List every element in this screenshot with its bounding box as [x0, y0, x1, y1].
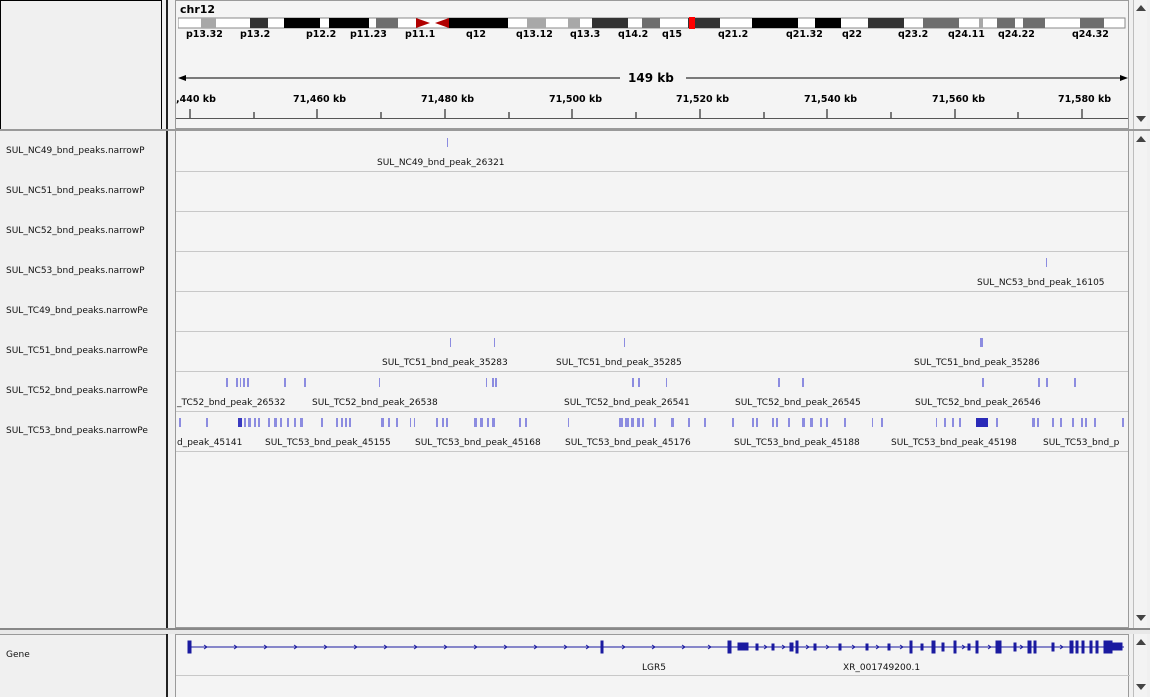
ruler-tick-label: 71,500 kb	[549, 94, 603, 105]
peak-mark[interactable]	[494, 338, 495, 347]
track-name-nc51[interactable]: SUL_NC51_bnd_peaks.narrowP	[6, 186, 145, 196]
track-name-tc51[interactable]: SUL_TC51_bnd_peaks.narrowPe	[6, 346, 148, 356]
gene-label-xr: XR_001749200.1	[843, 663, 921, 673]
gene-scrollbar[interactable]	[1133, 634, 1147, 697]
cytoband-label: q14.2	[618, 29, 649, 40]
peak-label: SUL_TC51_bnd_peak_35286	[914, 358, 1040, 368]
ruler-tick-label: ,440 kb	[176, 94, 216, 105]
header-name-panel	[0, 0, 162, 130]
current-region-marker	[689, 17, 695, 29]
peak-label: SUL_TC52_bnd_peak_26545	[735, 398, 861, 408]
peak-label: _TC52_bnd_peak_26532	[177, 398, 286, 408]
peak-label: SUL_TC53_bnd_peak_45155	[265, 438, 391, 448]
gene-panel[interactable]: LGR5 XR_001749200.1	[175, 634, 1130, 697]
cytoband-label: q24.11	[948, 29, 985, 40]
peak-label: SUL_TC51_bnd_peak_35285	[556, 358, 682, 368]
data-separator	[0, 628, 1150, 630]
cytoband-label: q24.32	[1072, 29, 1109, 40]
peak-mark[interactable]	[1046, 258, 1047, 267]
ruler-tick-label: 71,540 kb	[804, 94, 858, 105]
peak-mark[interactable]	[624, 338, 625, 347]
ideogram[interactable]	[178, 17, 1128, 29]
peak-marks-tc53[interactable]	[176, 418, 1128, 427]
cytoband-label: p13.2	[240, 29, 271, 40]
ruler-tick-label: 71,480 kb	[421, 94, 475, 105]
peak-label: SUL_NC49_bnd_peak_26321	[377, 158, 505, 168]
peak-label: SUL_TC52_bnd_peak_26541	[564, 398, 690, 408]
cytoband-label: p13.32	[186, 29, 223, 40]
peak-label: SUL_TC53_bnd_p	[1043, 438, 1120, 448]
track-name-panel: SUL_NC49_bnd_peaks.narrowP SUL_NC51_bnd_…	[0, 131, 166, 628]
track-name-tc53[interactable]: SUL_TC53_bnd_peaks.narrowPe	[6, 426, 148, 436]
span-label: 149 kb	[628, 71, 674, 85]
data-panel[interactable]: SUL_NC49_bnd_peak_26321 SUL_NC53_bnd_pea…	[175, 131, 1129, 628]
chromosome-label: chr12	[180, 3, 216, 16]
gene-model[interactable]	[176, 637, 1130, 659]
peak-label: SUL_TC53_bnd_peak_45198	[891, 438, 1017, 448]
gene-name-panel: Gene	[0, 634, 166, 697]
triangle-up-icon[interactable]	[1136, 5, 1146, 11]
triangle-up-icon[interactable]	[1136, 639, 1146, 645]
cytoband-label: p12.2	[306, 29, 337, 40]
cytoband-label: q15	[662, 29, 683, 40]
peak-label: SUL_TC52_bnd_peak_26538	[312, 398, 438, 408]
track-name-nc53[interactable]: SUL_NC53_bnd_peaks.narrowP	[6, 266, 145, 276]
ruler-tick-label: 71,560 kb	[932, 94, 986, 105]
peak-label: SUL_TC53_bnd_peak_45188	[734, 438, 860, 448]
track-name-gene[interactable]: Gene	[6, 650, 30, 660]
triangle-down-icon[interactable]	[1136, 684, 1146, 690]
peak-label: d_peak_45141	[177, 438, 243, 448]
track-name-nc49[interactable]: SUL_NC49_bnd_peaks.narrowP	[6, 146, 145, 156]
header-separator	[0, 129, 1150, 131]
cytoband-label: q22	[842, 29, 863, 40]
header-scrollbar[interactable]	[1133, 0, 1147, 129]
peak-label: SUL_TC52_bnd_peak_26546	[915, 398, 1041, 408]
cytoband-label: q23.2	[898, 29, 929, 40]
cytoband-label: q24.22	[998, 29, 1035, 40]
triangle-up-icon[interactable]	[1136, 136, 1146, 142]
track-name-nc52[interactable]: SUL_NC52_bnd_peaks.narrowP	[6, 226, 145, 236]
panel-divider	[166, 0, 168, 697]
header-panel: chr12 p13.32 p13.2 p12.	[175, 0, 1129, 129]
gene-label-lgr5: LGR5	[642, 663, 666, 673]
cytoband-label: q13.12	[516, 29, 553, 40]
peak-label: SUL_TC53_bnd_peak_45176	[565, 438, 691, 448]
peak-marks-tc52[interactable]	[176, 378, 1128, 387]
cytoband-label: p11.1	[405, 29, 436, 40]
triangle-down-icon[interactable]	[1136, 615, 1146, 621]
ruler-ticks	[189, 109, 1083, 118]
cytoband-label: q12	[466, 29, 487, 40]
data-scrollbar[interactable]	[1133, 131, 1147, 628]
ruler-tick-label: 71,460 kb	[293, 94, 347, 105]
peak-label: SUL_TC53_bnd_peak_45168	[415, 438, 541, 448]
peak-mark[interactable]	[447, 138, 448, 147]
cytoband-label: q21.32	[786, 29, 823, 40]
cytoband-label: p11.23	[350, 29, 387, 40]
ruler-tick-label: 71,580 kb	[1058, 94, 1112, 105]
peak-label: SUL_NC53_bnd_peak_16105	[977, 278, 1105, 288]
peak-mark[interactable]	[980, 338, 983, 347]
cytoband-label: q21.2	[718, 29, 749, 40]
span-indicator: 149 kb	[178, 71, 1128, 85]
track-name-tc52[interactable]: SUL_TC52_bnd_peaks.narrowPe	[6, 386, 148, 396]
triangle-down-icon[interactable]	[1136, 116, 1146, 122]
track-name-tc49[interactable]: SUL_TC49_bnd_peaks.narrowPe	[6, 306, 148, 316]
peak-mark[interactable]	[450, 338, 451, 347]
ruler-tick-label: 71,520 kb	[676, 94, 730, 105]
cytoband-label: q13.3	[570, 29, 601, 40]
peak-label: SUL_TC51_bnd_peak_35283	[382, 358, 508, 368]
